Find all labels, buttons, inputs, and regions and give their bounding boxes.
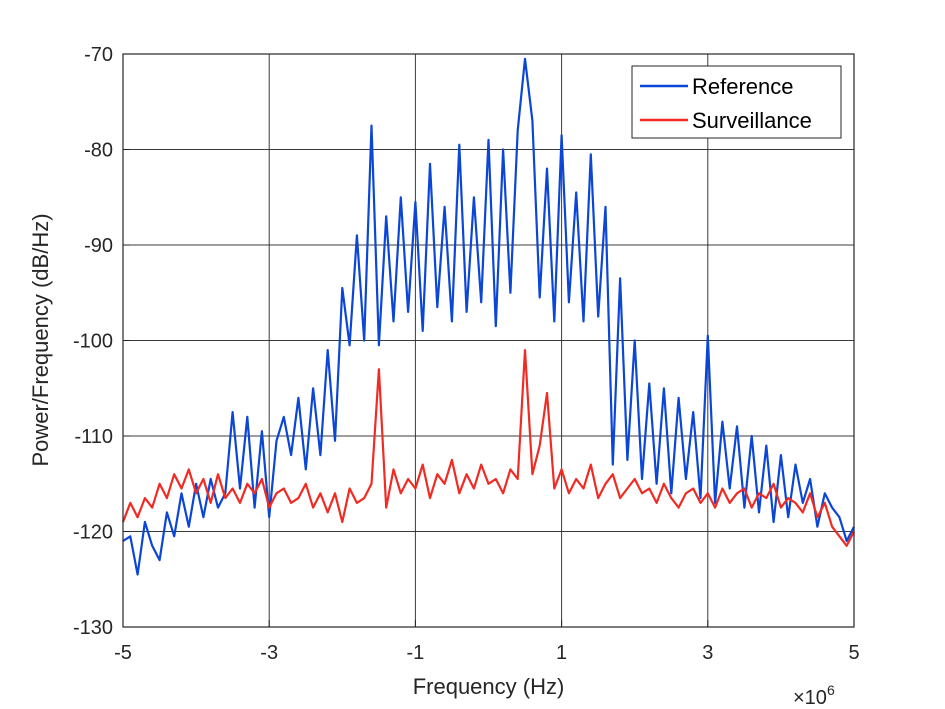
x-exponent-label: ×106	[793, 682, 835, 709]
x-tick-label: 1	[556, 642, 567, 664]
series-layer	[121, 57, 855, 576]
y-tick-label: -130	[73, 617, 113, 639]
x-tick-label: -5	[114, 642, 132, 664]
x-tick-label: -3	[260, 642, 278, 664]
legend: Reference Surveillance	[631, 65, 842, 139]
series-line-reference	[122, 57, 855, 576]
x-tick-label: 3	[702, 642, 713, 664]
y-tick-label: -100	[73, 331, 113, 353]
x-tick-label: -1	[407, 642, 425, 664]
legend-label-surveillance: Surveillance	[692, 108, 812, 133]
x-tick-label: 5	[848, 642, 859, 664]
y-tick-label: -70	[84, 44, 113, 66]
y-tick-label: -120	[73, 522, 113, 544]
y-tick-label: -90	[84, 235, 113, 257]
y-tick-label: -110	[74, 426, 113, 448]
y-axis-label: Power/Frequency (dB/Hz)	[28, 213, 53, 466]
x-exponent-power: 6	[827, 682, 835, 698]
y-tick-label: -80	[84, 140, 113, 162]
legend-box	[631, 65, 842, 139]
x-axis-label: Frequency (Hz)	[413, 674, 565, 699]
legend-label-reference: Reference	[692, 74, 794, 99]
x-exponent-base: ×10	[793, 687, 827, 709]
series-line-surveillance	[121, 349, 855, 547]
ticks: -5 -3 -1 1 3 5 -130 -120 -110 -100 -90 -80 -70	[73, 44, 860, 664]
